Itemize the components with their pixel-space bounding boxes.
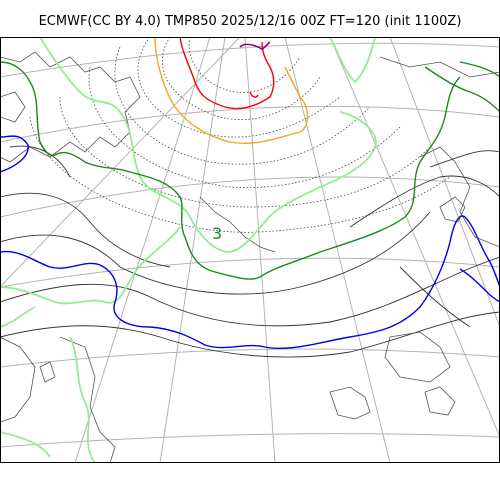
longitude-line (244, 37, 276, 463)
contour-label-3: 3 (212, 224, 222, 243)
coastline-west (59, 336, 116, 463)
coastline-island (329, 386, 371, 420)
latitude-line (0, 348, 500, 368)
isotherm-light-green (0, 37, 377, 463)
coastline-japan (199, 196, 276, 253)
longitude-line (74, 37, 211, 463)
latitude-line (0, 433, 500, 448)
longitude-line (329, 37, 500, 438)
chart-title: ECMWF(CC BY 4.0) TMP850 2025/12/16 00Z F… (38, 14, 462, 29)
thin-isotherms (0, 145, 500, 358)
coastline-asia (0, 51, 141, 163)
isotherm-red (179, 37, 275, 110)
isotherm-0c (0, 135, 500, 350)
isotherm-orange (154, 37, 309, 145)
latitude-line (0, 257, 500, 288)
longitude-line (0, 37, 241, 288)
longitude-line (284, 37, 391, 463)
dotted-isotherms (29, 37, 451, 233)
coastline-east (439, 196, 466, 223)
map-frame: 3 (0, 37, 500, 463)
graticule (0, 37, 500, 463)
isotherm-3c (0, 61, 500, 280)
map-canvas: 3 (0, 37, 500, 463)
coastline-asia (0, 91, 26, 123)
coastlines (0, 51, 500, 463)
coastline-island (384, 331, 451, 383)
longitude-line (389, 37, 500, 328)
coastline-west (39, 361, 56, 383)
coastline-east (419, 146, 500, 248)
latitude-line (0, 42, 500, 78)
longitude-line (159, 37, 226, 463)
coastline-west (0, 336, 36, 423)
coastline-ne (379, 56, 500, 78)
coastline-island (424, 386, 456, 416)
isotherm-purple (239, 41, 271, 50)
latitude-line (0, 105, 500, 143)
